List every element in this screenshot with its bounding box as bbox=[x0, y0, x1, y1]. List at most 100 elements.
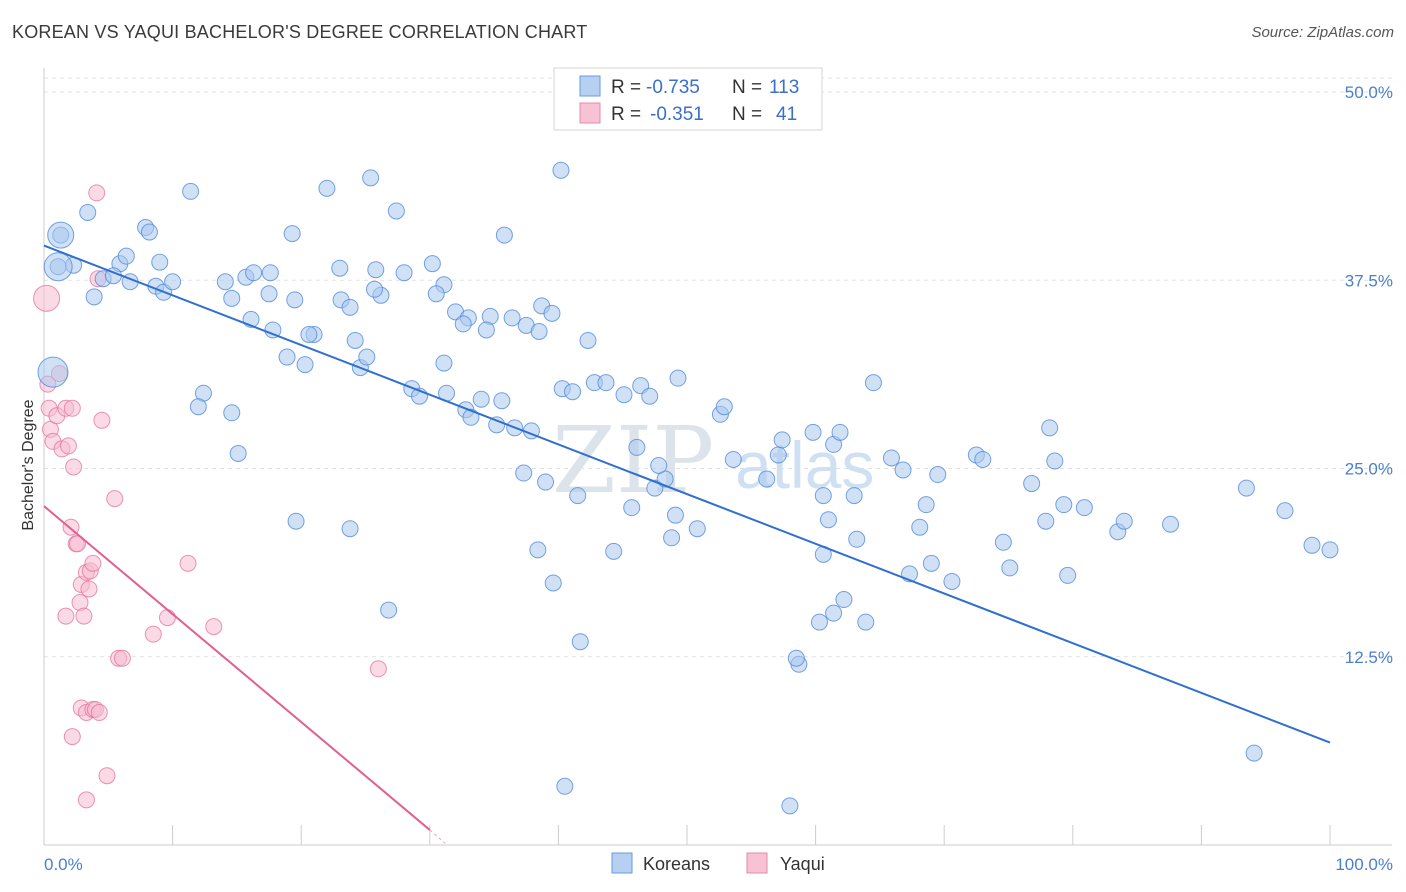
korean-point-23 bbox=[283, 225, 301, 243]
korean-point-4 bbox=[117, 247, 135, 265]
korean-point-93 bbox=[715, 398, 733, 416]
legend-n-value-1: 113 bbox=[769, 77, 799, 98]
korean-point-114 bbox=[994, 533, 1012, 551]
korean-point-22 bbox=[261, 264, 279, 282]
korean-point-91 bbox=[688, 520, 706, 538]
korean-point-140 bbox=[857, 613, 875, 631]
series-legend-swatch-koreans bbox=[611, 852, 633, 874]
yaqui-point-24 bbox=[106, 490, 124, 508]
korean-point-15 bbox=[164, 273, 182, 291]
legend-r-label-2: R = bbox=[611, 104, 641, 125]
korean-point-51 bbox=[477, 321, 495, 339]
yaqui-point-20 bbox=[84, 554, 102, 572]
y-tick-label-1: 25.0% bbox=[1345, 460, 1393, 479]
korean-point-70 bbox=[564, 383, 582, 401]
korean-point-40 bbox=[318, 179, 336, 197]
korean-point-61 bbox=[472, 390, 490, 408]
legend-r-value-2: -0.351 bbox=[650, 104, 704, 125]
korean-point-74 bbox=[641, 387, 659, 405]
korean-point-large-2 bbox=[37, 356, 69, 388]
korean-point-39 bbox=[278, 348, 296, 366]
korean-point-144 bbox=[287, 512, 305, 530]
source-credit: Source: ZipAtlas.com bbox=[1251, 24, 1394, 41]
korean-point-30 bbox=[367, 261, 385, 279]
korean-point-100 bbox=[819, 511, 837, 529]
korean-point-147 bbox=[189, 398, 207, 416]
korean-point-146 bbox=[223, 404, 241, 422]
y-tick-label-2: 37.5% bbox=[1345, 271, 1393, 290]
korean-point-77 bbox=[552, 161, 570, 179]
korean-point-83 bbox=[663, 529, 681, 547]
korean-point-81 bbox=[623, 499, 641, 517]
yaqui-point-10 bbox=[63, 399, 81, 417]
yaqui-point-11 bbox=[65, 458, 83, 476]
x-tick-labels: 0.0% 100.0% bbox=[44, 855, 1393, 874]
korean-point-6 bbox=[140, 223, 158, 241]
korean-point-126 bbox=[1237, 479, 1255, 497]
korean-point-90 bbox=[669, 369, 687, 387]
legend-r-value-1: -0.735 bbox=[646, 77, 700, 98]
yaqui-point-41 bbox=[369, 660, 387, 678]
korean-point-49 bbox=[503, 309, 521, 327]
legend-swatch-yaqui bbox=[579, 102, 601, 124]
korean-point-65 bbox=[488, 416, 506, 434]
yaqui-point-38 bbox=[63, 728, 81, 746]
korean-point-33 bbox=[366, 280, 384, 298]
korean-point-35 bbox=[296, 356, 314, 374]
korean-point-117 bbox=[1037, 512, 1055, 530]
korean-point-102 bbox=[831, 423, 849, 441]
korean-point-64 bbox=[462, 408, 480, 426]
korean-point-110 bbox=[922, 554, 940, 572]
korean-point-97 bbox=[773, 431, 791, 449]
korean-point-108 bbox=[911, 518, 929, 536]
korean-point-125 bbox=[1162, 515, 1180, 533]
legend-n-label-1: N = bbox=[732, 77, 762, 98]
watermark: ZIP atlas bbox=[552, 407, 874, 514]
korean-point-141 bbox=[1245, 744, 1263, 762]
korean-point-103 bbox=[845, 487, 863, 505]
korean-point-109 bbox=[917, 496, 935, 514]
yaqui-point-13 bbox=[68, 535, 86, 553]
korean-point-89 bbox=[571, 633, 589, 651]
yaqui-trendline bbox=[43, 505, 431, 831]
korean-point-148 bbox=[229, 444, 247, 462]
korean-point-large-0 bbox=[47, 221, 75, 249]
yaqui-point-21 bbox=[88, 184, 106, 202]
korean-point-106 bbox=[882, 449, 900, 467]
korean-point-16 bbox=[182, 182, 200, 200]
korean-point-45 bbox=[427, 285, 445, 303]
korean-point-96 bbox=[769, 446, 787, 464]
legend-n-value-2: 41 bbox=[776, 104, 797, 125]
korean-point-116 bbox=[1023, 475, 1041, 493]
korean-point-34 bbox=[300, 325, 318, 343]
korean-point-119 bbox=[1046, 452, 1064, 470]
korean-point-75 bbox=[387, 202, 405, 220]
korean-point-124 bbox=[1115, 512, 1133, 530]
korean-point-86 bbox=[628, 438, 646, 456]
korean-point-76 bbox=[495, 226, 513, 244]
korean-point-20 bbox=[260, 285, 278, 303]
korean-point-56 bbox=[579, 331, 597, 349]
korean-point-142 bbox=[556, 777, 574, 795]
korean-point-57 bbox=[435, 354, 453, 372]
korean-point-129 bbox=[1321, 541, 1339, 559]
korean-point-105 bbox=[864, 374, 882, 392]
korean-point-99 bbox=[814, 487, 832, 505]
korean-point-72 bbox=[615, 386, 633, 404]
korean-point-29 bbox=[331, 259, 349, 277]
legend-n-label-2: N = bbox=[732, 104, 762, 125]
korean-point-71 bbox=[597, 374, 615, 392]
korean-point-21 bbox=[245, 264, 263, 282]
yaqui-point-26 bbox=[113, 649, 131, 667]
korean-point-115 bbox=[1001, 559, 1019, 577]
korean-point-14 bbox=[85, 288, 103, 306]
korean-point-42 bbox=[395, 264, 413, 282]
yaqui-point-23 bbox=[93, 411, 111, 429]
yaqui-series bbox=[33, 184, 387, 809]
korean-point-32 bbox=[341, 298, 359, 316]
korean-point-137 bbox=[810, 613, 828, 631]
koreans-trendline bbox=[43, 244, 1331, 744]
korean-point-43 bbox=[423, 255, 441, 273]
korean-point-113 bbox=[974, 450, 992, 468]
